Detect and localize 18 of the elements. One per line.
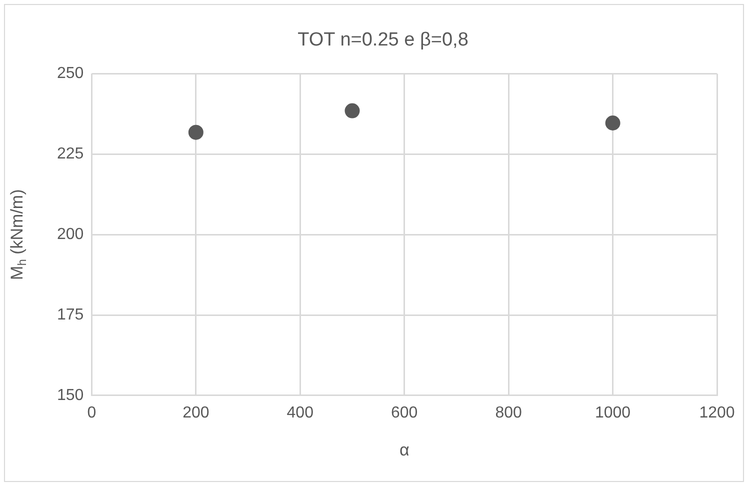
x-tick-label: 200 bbox=[182, 404, 210, 422]
x-tick-label: 1200 bbox=[699, 404, 735, 422]
y-tick-label: 175 bbox=[56, 306, 84, 324]
x-tick-label: 0 bbox=[87, 404, 96, 422]
y-axis-title: Mh (kNm/m) bbox=[7, 189, 30, 280]
y-tick-label: 225 bbox=[56, 146, 84, 163]
x-tick-label: 800 bbox=[495, 404, 522, 422]
point bbox=[188, 124, 204, 140]
x-tick-label: 600 bbox=[390, 404, 418, 422]
y-tick-label: 200 bbox=[56, 226, 84, 244]
x-tick-label: 1000 bbox=[594, 404, 631, 422]
y-tick-label: 250 bbox=[56, 65, 84, 82]
x-tick-label: 400 bbox=[286, 404, 314, 422]
point bbox=[344, 103, 360, 118]
y-tick-label: 150 bbox=[56, 386, 84, 404]
x-axis-title: α bbox=[399, 440, 410, 460]
chart-title: TOT n=0.25 e β=0,8 bbox=[298, 30, 468, 51]
point bbox=[605, 116, 620, 131]
